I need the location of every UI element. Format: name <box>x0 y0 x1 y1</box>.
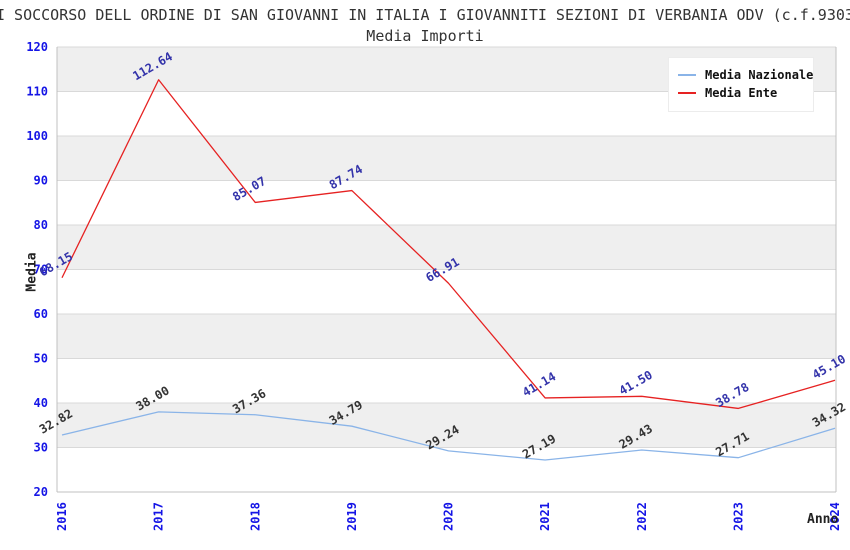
svg-text:20: 20 <box>34 485 48 499</box>
svg-text:2022: 2022 <box>635 502 649 531</box>
y-axis-title: Media <box>24 252 40 292</box>
legend-item-media-ente: Media Ente <box>678 85 804 101</box>
line-swatch-icon <box>678 74 696 76</box>
chart-subtitle: Media Importi <box>366 27 484 45</box>
svg-text:50: 50 <box>34 352 48 366</box>
legend-label: Media Nazionale <box>705 68 814 82</box>
line-swatch-icon <box>678 92 696 94</box>
svg-text:120: 120 <box>26 40 48 54</box>
svg-text:2017: 2017 <box>152 502 166 531</box>
svg-text:60: 60 <box>34 307 48 321</box>
svg-text:2016: 2016 <box>55 502 69 531</box>
legend: Media Nazionale Media Ente <box>668 57 814 112</box>
chart-title: I SOCCORSO DELL ORDINE DI SAN GIOVANNI I… <box>0 6 850 24</box>
svg-text:80: 80 <box>34 218 48 232</box>
x-axis-title: Anno <box>807 512 839 527</box>
svg-text:2019: 2019 <box>345 502 359 531</box>
svg-text:2023: 2023 <box>731 502 745 531</box>
svg-text:2024: 2024 <box>828 502 842 531</box>
svg-text:2020: 2020 <box>442 502 456 531</box>
svg-text:100: 100 <box>26 129 48 143</box>
svg-text:30: 30 <box>34 441 48 455</box>
legend-item-media-nazionale: Media Nazionale <box>678 67 813 83</box>
svg-text:70: 70 <box>34 263 48 277</box>
svg-text:90: 90 <box>34 174 48 188</box>
svg-text:40: 40 <box>34 396 48 410</box>
svg-text:2018: 2018 <box>248 502 262 531</box>
legend-label: Media Ente <box>705 86 778 100</box>
svg-text:110: 110 <box>26 85 48 99</box>
svg-text:2021: 2021 <box>538 502 552 531</box>
